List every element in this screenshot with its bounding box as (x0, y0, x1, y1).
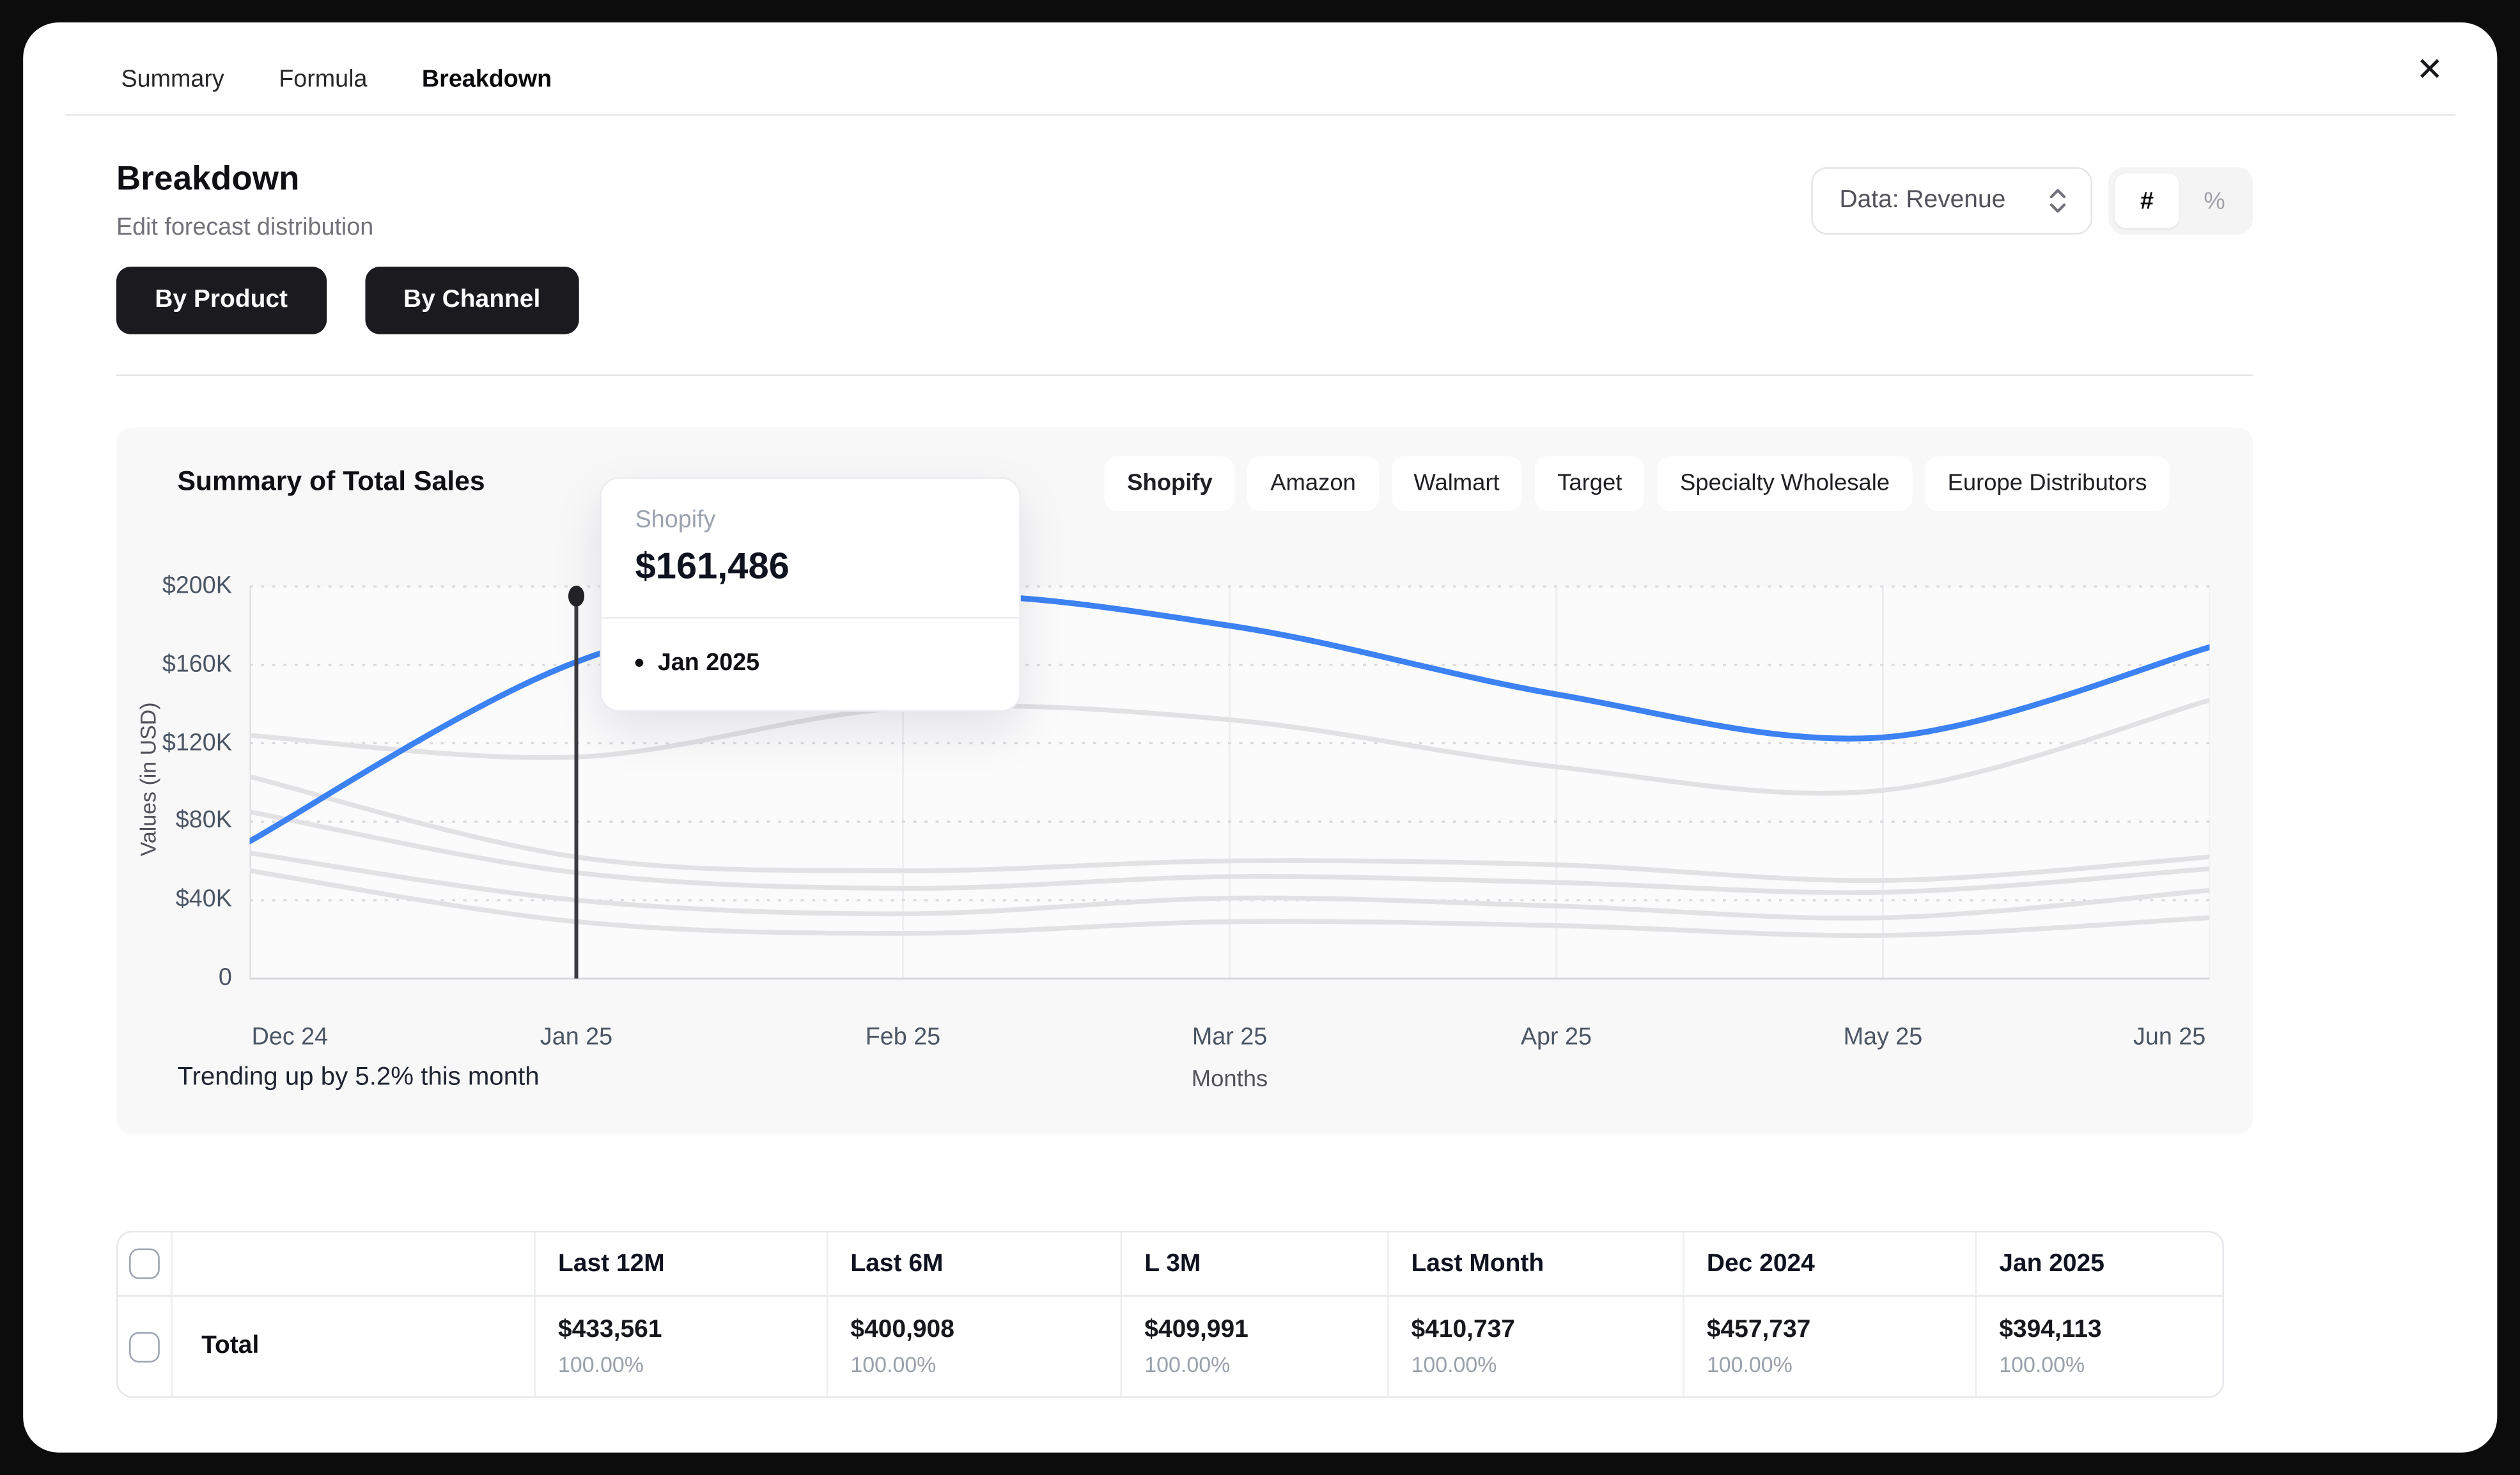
x-tick-label: Feb 25 (865, 1023, 940, 1051)
table-header-row: Last 12M Last 6M L 3M Last Month Dec 202… (118, 1232, 2223, 1297)
col-header-name (172, 1232, 536, 1297)
x-tick-label: Jun 25 (2133, 1023, 2205, 1051)
tooltip-divider (601, 617, 1020, 619)
tab-formula[interactable]: Formula (278, 66, 368, 93)
trend-note: Trending up by 5.2% this month (177, 1063, 540, 1091)
by-channel-button[interactable]: By Channel (364, 267, 579, 334)
table-row-total[interactable]: Total $433,561 100.00% $400,908 100.00% … (118, 1297, 2222, 1396)
bullet-icon (635, 659, 643, 667)
close-icon[interactable]: ✕ (2404, 45, 2455, 96)
row-label: Total (201, 1332, 260, 1360)
tabs-divider (65, 114, 2455, 116)
col-header-last-12m: Last 12M (535, 1232, 828, 1297)
chevron-up-down-icon (2049, 189, 2065, 213)
chip-europe-distributors[interactable]: Europe Distributors (1925, 456, 2170, 511)
cell-dec-2024: $457,737 100.00% (1684, 1297, 1977, 1396)
x-tick-label: Mar 25 (1192, 1023, 1267, 1051)
cell-last-month: $410,737 100.00% (1388, 1297, 1684, 1396)
chip-shopify[interactable]: Shopify (1104, 456, 1235, 511)
sales-line-chart[interactable] (249, 577, 2210, 981)
col-header-dec-2024: Dec 2024 (1684, 1232, 1977, 1297)
x-axis-label: Months (1191, 1066, 1268, 1093)
page-title: Breakdown (116, 160, 300, 198)
chip-specialty-wholesale[interactable]: Specialty Wholesale (1657, 456, 1913, 511)
tooltip-value: $161,486 (635, 544, 789, 587)
chart-title: Summary of Total Sales (177, 465, 485, 497)
col-header-jan-2025: Jan 2025 (1976, 1233, 2223, 1297)
y-tick-label: $160K (162, 650, 232, 678)
x-tick-label: Apr 25 (1520, 1023, 1592, 1051)
row-checkbox[interactable] (128, 1331, 160, 1362)
chip-target[interactable]: Target (1534, 456, 1645, 511)
x-tick-label: Jan 25 (540, 1023, 612, 1051)
chip-walmart[interactable]: Walmart (1390, 456, 1522, 511)
page-subtitle: Edit forecast distribution (116, 214, 373, 241)
by-product-button[interactable]: By Product (116, 267, 327, 334)
cell-last-6m: $400,908 100.00% (828, 1297, 1122, 1396)
tab-breakdown[interactable]: Breakdown (421, 66, 552, 93)
modal-window: ✕ Summary Formula Breakdown Breakdown Ed… (22, 22, 2498, 1453)
cell-jan-2025: $394,113 100.00% (1999, 1316, 2102, 1377)
col-header-l-3m: L 3M (1121, 1232, 1389, 1297)
section-divider (116, 374, 2253, 377)
cell-last-12m: $433,561 100.00% (536, 1297, 828, 1396)
tooltip-period: Jan 2025 (602, 619, 1019, 710)
x-tick-label: May 25 (1843, 1023, 1923, 1051)
unit-toggle: # % (2108, 167, 2253, 235)
y-tick-label: $40K (175, 886, 232, 913)
col-header-last-month: Last Month (1388, 1232, 1684, 1297)
y-tick-label: $200K (162, 572, 232, 600)
tooltip-period-label: Jan 2025 (657, 649, 759, 677)
col-header-last-6m: Last 6M (827, 1232, 1122, 1297)
data-select[interactable]: Data: Revenue (1810, 167, 2092, 235)
tooltip-series: Shopify (635, 506, 716, 534)
select-all-checkbox[interactable] (128, 1248, 160, 1279)
channel-chip-list: Shopify Amazon Walmart Target Specialty … (1104, 456, 2170, 511)
tab-bar: Summary Formula Breakdown (23, 22, 2497, 97)
chip-amazon[interactable]: Amazon (1247, 456, 1378, 511)
tab-summary[interactable]: Summary (121, 66, 224, 93)
cell-l-3m: $409,991 100.00% (1122, 1297, 1389, 1396)
unit-percent-button[interactable]: % (2203, 187, 2225, 215)
y-tick-label: $80K (175, 807, 232, 835)
chart-tooltip: Shopify $161,486 Jan 2025 (600, 477, 1021, 712)
x-tick-label: Dec 24 (251, 1023, 328, 1051)
breakdown-table: Last 12M Last 6M L 3M Last Month Dec 202… (116, 1231, 2224, 1398)
chart-card: Summary of Total Sales Shopify Amazon Wa… (116, 427, 2253, 1135)
y-tick-label: 0 (218, 964, 232, 992)
unit-number-button[interactable]: # (2114, 173, 2179, 228)
data-select-value: Data: Revenue (1839, 186, 2006, 214)
y-tick-label: $120K (162, 728, 232, 756)
